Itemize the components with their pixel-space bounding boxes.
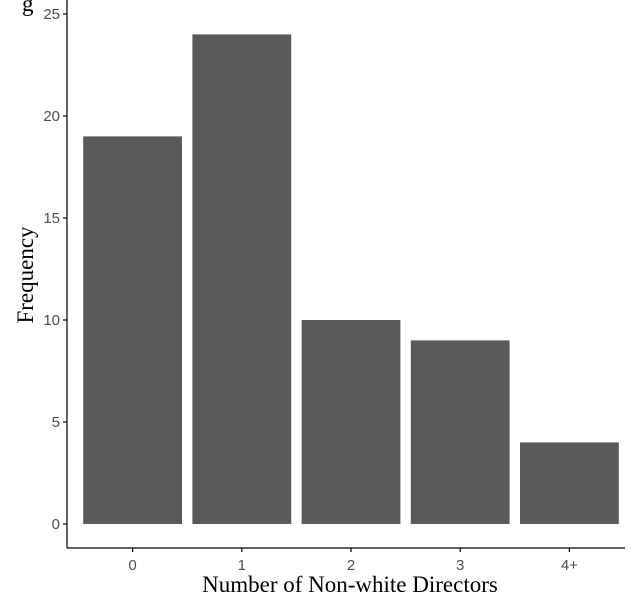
bar-4plus [520, 442, 619, 524]
bar-0 [83, 136, 182, 524]
y-tick-label-5: 5 [52, 414, 60, 431]
y-tick-label-25: 25 [43, 6, 60, 23]
y-axis: 0 5 10 15 20 25 [43, 0, 68, 548]
y-axis-title: Frequency [13, 226, 38, 324]
x-tick-label-2: 2 [347, 557, 355, 574]
bar-3 [410, 340, 510, 524]
x-tick-label-4plus: 4+ [561, 557, 578, 574]
chart-title: g [22, 0, 34, 16]
y-tick-label-0: 0 [52, 516, 60, 533]
bars-group [83, 34, 619, 525]
x-axis: 0 1 2 3 4+ [67, 547, 625, 574]
bar-1 [192, 34, 292, 525]
y-tick-label-20: 20 [43, 108, 60, 125]
x-tick-label-0: 0 [128, 557, 136, 574]
y-tick-label-10: 10 [43, 312, 60, 329]
x-tick-label-3: 3 [456, 557, 464, 574]
x-tick-label-1: 1 [238, 557, 246, 574]
y-tick-label-15: 15 [43, 210, 60, 227]
x-axis-title: Number of Non-white Directors [202, 572, 498, 597]
bar-2 [301, 320, 401, 524]
